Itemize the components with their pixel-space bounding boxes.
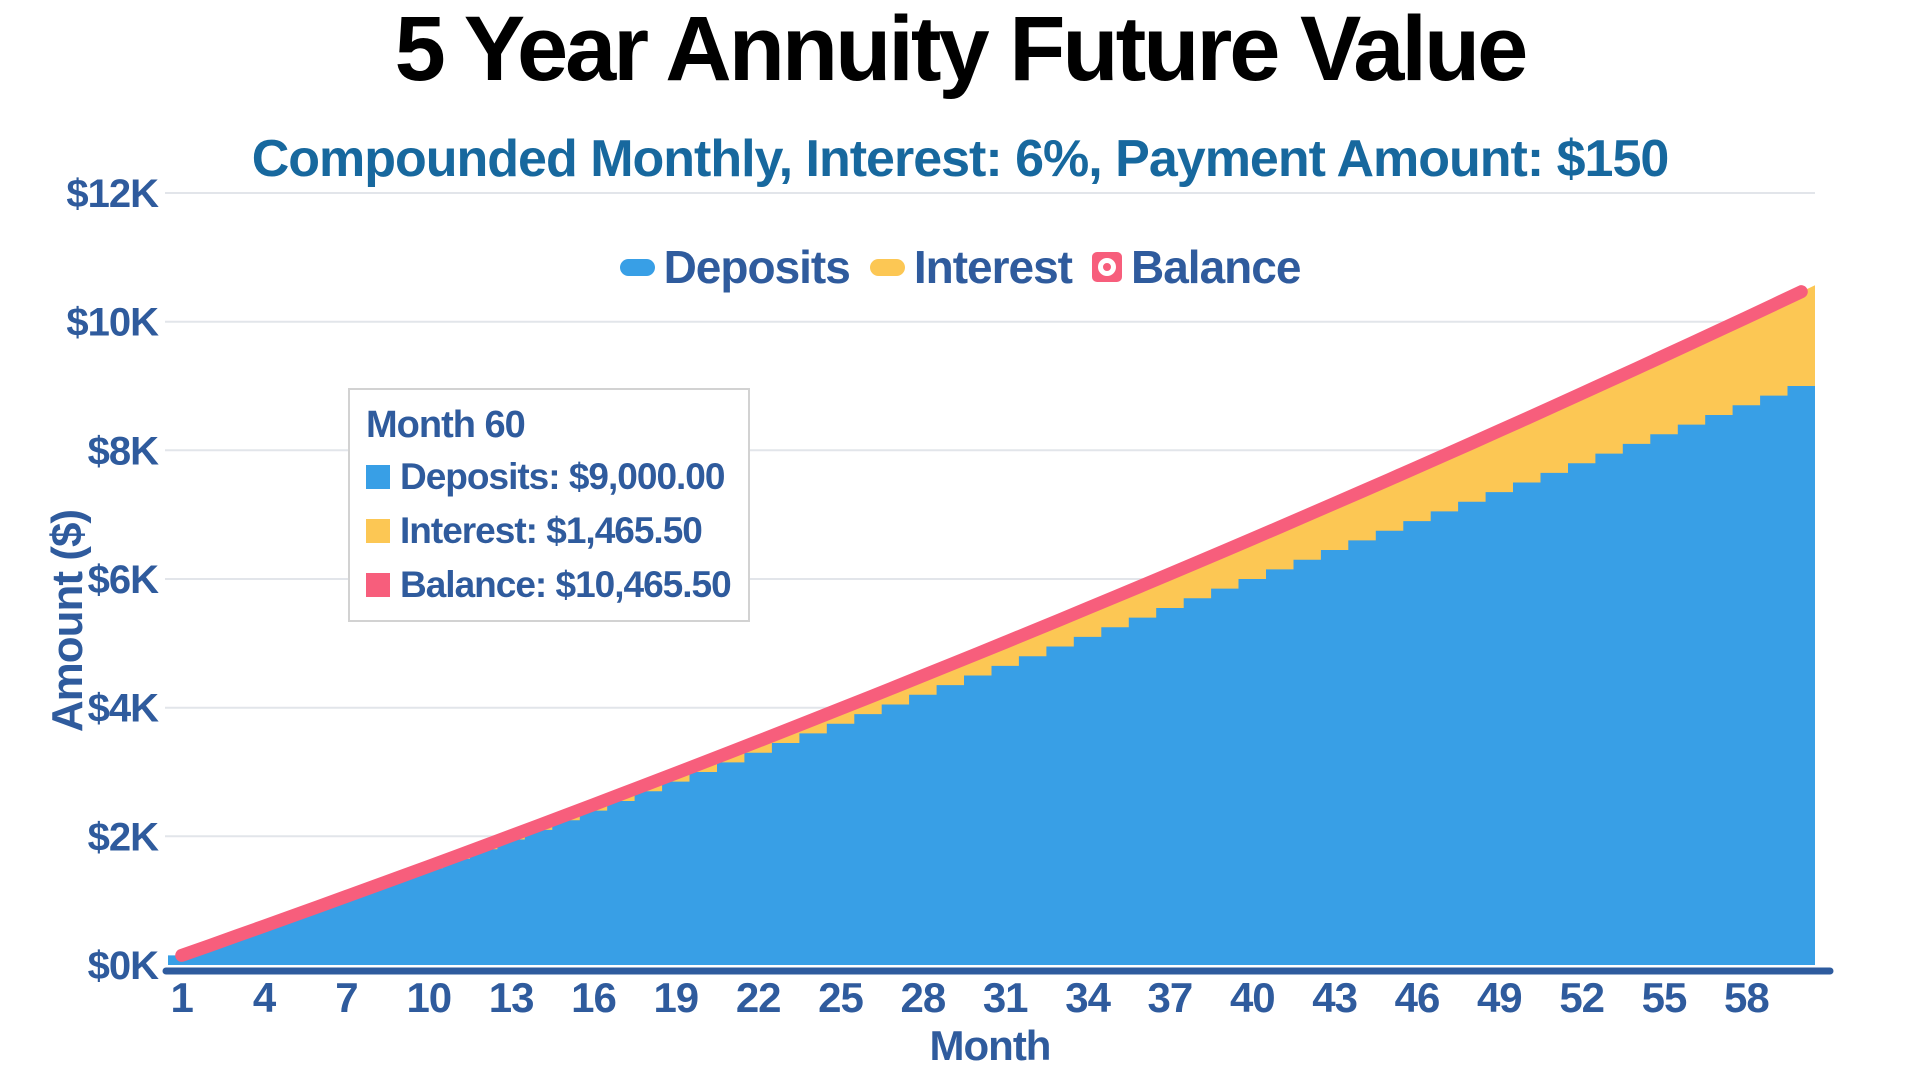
tooltip-balance-value: Balance: $10,465.50 [400, 564, 732, 605]
x-tick-label: 31 [983, 974, 1028, 1021]
chart-title: 5 Year Annuity Future Value [394, 0, 1529, 100]
x-tick-label: 46 [1395, 974, 1440, 1021]
balance-line [175, 285, 1808, 962]
x-tick-label: 34 [1065, 974, 1111, 1021]
x-tick-label: 22 [736, 974, 781, 1021]
x-tick-label: 16 [571, 974, 616, 1021]
tooltip-deposits-value: Deposits: $9,000.00 [400, 456, 725, 497]
x-tick-label: 25 [818, 974, 863, 1021]
x-tick-label: 4 [253, 974, 277, 1021]
tooltip-row-deposits: Deposits: $9,000.00 [366, 450, 732, 504]
y-tick-label: $12K [66, 172, 159, 216]
legend-item-balance[interactable]: Balance [1092, 240, 1301, 294]
deposits-swatch [366, 465, 390, 489]
interest-swatch [869, 258, 905, 276]
y-tick-label: $2K [88, 815, 159, 859]
legend-item-interest[interactable]: Interest [869, 240, 1073, 294]
deposits-swatch [619, 258, 655, 276]
x-tick-label: 43 [1312, 974, 1357, 1021]
chart-subtitle: Compounded Monthly, Interest: 6%, Paymen… [251, 130, 1670, 188]
x-tick-label: 10 [406, 974, 451, 1021]
legend-label-balance: Balance [1131, 241, 1301, 293]
x-tick-label: 55 [1642, 974, 1687, 1021]
interest-swatch [366, 519, 390, 543]
x-tick-label: 28 [901, 974, 946, 1021]
x-tick-label: 37 [1148, 974, 1193, 1021]
tooltip-interest-value: Interest: $1,465.50 [400, 510, 703, 551]
legend-label-interest: Interest [913, 241, 1073, 293]
chart-tooltip: Month 60 Deposits: $9,000.00 Interest: $… [348, 388, 750, 622]
legend-item-deposits[interactable]: Deposits [619, 240, 851, 294]
balance-marker [1092, 252, 1122, 282]
x-tick-label: 49 [1477, 974, 1522, 1021]
y-tick-label: $10K [66, 301, 159, 345]
x-tick-label: 7 [335, 974, 357, 1021]
x-axis-title: Month [929, 1022, 1052, 1069]
x-tick-label: 52 [1559, 974, 1604, 1021]
y-tick-label: $6K [88, 558, 159, 602]
y-tick-label: $8K [88, 429, 159, 473]
x-tick-label: 58 [1724, 974, 1769, 1021]
x-tick-label: 19 [653, 974, 698, 1021]
tooltip-row-interest: Interest: $1,465.50 [366, 504, 732, 558]
x-tick-label: 40 [1230, 974, 1275, 1021]
tooltip-title: Month 60 [366, 404, 526, 446]
tooltip-row-balance: Balance: $10,465.50 [366, 558, 732, 612]
legend-label-deposits: Deposits [663, 241, 851, 293]
deposits-area [168, 386, 1815, 965]
y-tick-label: $0K [88, 944, 159, 988]
y-tick-label: $4K [88, 687, 159, 731]
balance-swatch [366, 573, 390, 597]
x-tick-label: 1 [171, 974, 194, 1021]
chart-legend: Deposits Interest Balance [0, 240, 1920, 294]
y-axis-title: Amount ($) [43, 509, 92, 733]
x-tick-label: 13 [489, 974, 534, 1021]
